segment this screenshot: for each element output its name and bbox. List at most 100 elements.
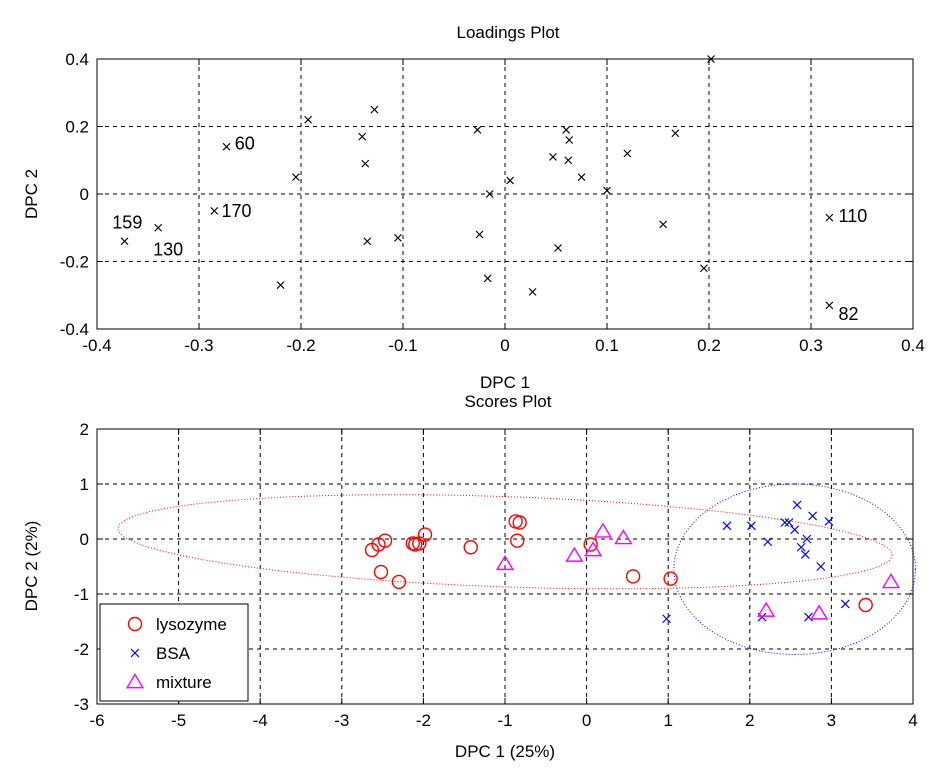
- loading-point: [393, 233, 402, 242]
- score-point-bsa: [763, 537, 773, 547]
- y-tick-label: -3: [74, 695, 89, 714]
- loading-point: [291, 173, 300, 182]
- score-point-mixture: [495, 554, 515, 571]
- loading-point: [370, 105, 379, 114]
- score-point-bsa: [790, 525, 800, 535]
- loading-point: [603, 186, 611, 195]
- loading-point: [120, 237, 129, 246]
- y-tick-label: 1: [80, 475, 89, 494]
- loading-point: [483, 274, 492, 283]
- loadings-plot: Loadings Plot -0.4 -0.3 -0.2 -0.1 0 0.1 0.2 0.3…: [22, 23, 925, 392]
- scores-axes-box: [96, 428, 914, 705]
- loading-point: [276, 281, 285, 290]
- scores-markers: [364, 500, 901, 624]
- score-point-bsa: [796, 542, 806, 552]
- score-point-bsa: [824, 516, 834, 526]
- x-tick-label: 0.1: [595, 336, 619, 355]
- legend-box: [99, 603, 249, 702]
- loading-annotation: 82: [839, 304, 859, 324]
- y-tick-label: 2: [80, 420, 89, 439]
- score-point-lysozyme: [463, 540, 478, 555]
- x-tick-label: 0.2: [697, 336, 721, 355]
- legend-label: BSA: [156, 644, 191, 663]
- loading-point: [699, 264, 708, 273]
- legend-marker-mixture: [125, 673, 145, 689]
- loading-point: [564, 156, 573, 165]
- loadings-plot-title: Loadings Plot: [456, 23, 559, 42]
- x-tick-label: -6: [89, 711, 104, 730]
- loading-point: [154, 223, 163, 232]
- loading-point: [549, 152, 557, 161]
- y-tick-label: 0: [80, 530, 89, 549]
- score-point-bsa: [808, 511, 818, 521]
- loading-point: [671, 129, 680, 138]
- loading-annotation: 60: [235, 133, 255, 153]
- score-point-lysozyme: [510, 533, 525, 548]
- loading-point: [361, 159, 370, 168]
- score-point-mixture: [614, 529, 633, 545]
- score-point-mixture: [593, 522, 613, 538]
- score-point-mixture: [565, 546, 584, 562]
- loading-point: [528, 287, 537, 296]
- x-tick-label: -0.1: [388, 336, 417, 355]
- scores-plot: Scores Plot -6 -5 -4 -3 -2 -1 0 1 2 3 4 -3 -2 -1 0 1 2 l…: [22, 392, 918, 761]
- y-tick-label: 0: [80, 185, 89, 204]
- legend-label: mixture: [156, 673, 212, 692]
- score-point-lysozyme: [512, 515, 527, 530]
- score-point-bsa: [780, 518, 790, 527]
- x-tick-label: 0: [500, 336, 509, 355]
- loading-annotation: 130: [153, 240, 183, 260]
- loading-point: [659, 220, 668, 229]
- x-tick-label: 0.3: [799, 336, 823, 355]
- x-tick-label: -4: [253, 711, 268, 730]
- x-tick-label: -0.4: [82, 336, 111, 355]
- loading-point: [554, 244, 562, 252]
- y-tick-label: -2: [74, 640, 89, 659]
- x-tick-label: -1: [497, 711, 512, 730]
- x-tick-label: -3: [334, 711, 349, 730]
- score-point-lysozyme: [417, 527, 433, 542]
- score-point-bsa: [747, 521, 756, 531]
- loading-point: [475, 230, 484, 239]
- score-point-lysozyme: [858, 597, 873, 613]
- x-tick-label: -0.2: [286, 336, 315, 355]
- score-point-mixture: [881, 573, 901, 589]
- loading-point: [358, 132, 367, 141]
- score-point-bsa: [662, 614, 671, 624]
- loadings-y-axis-label: DPC 2: [22, 169, 41, 219]
- loading-point: [825, 213, 834, 222]
- loading-point: [304, 115, 313, 124]
- loading-point: [623, 149, 632, 158]
- score-point-lysozyme: [377, 533, 393, 548]
- y-tick-label: 0.4: [65, 50, 89, 69]
- loading-point: [506, 176, 515, 185]
- loading-point: [565, 136, 574, 144]
- score-point-bsa: [840, 599, 850, 609]
- x-tick-label: 1: [663, 711, 672, 730]
- loading-point: [485, 190, 494, 198]
- score-point-lysozyme: [583, 537, 598, 552]
- loading-annotation: 110: [839, 206, 868, 226]
- legend-marker-lysozyme: [127, 616, 143, 632]
- score-point-mixture: [584, 541, 603, 557]
- score-point-bsa: [800, 549, 810, 559]
- loading-annotation: 170: [221, 201, 251, 221]
- score-point-lysozyme: [391, 574, 407, 590]
- y-tick-label: -1: [74, 585, 89, 604]
- scores-plot-title: Scores Plot: [465, 392, 552, 411]
- score-point-lysozyme: [625, 569, 641, 584]
- x-tick-label: -5: [171, 711, 186, 730]
- loadings-grid: [97, 59, 913, 329]
- y-tick-label: -0.4: [60, 320, 89, 339]
- scores-x-axis-label: DPC 1 (25%): [455, 742, 555, 761]
- loading-point: [825, 301, 834, 310]
- x-tick-label: -2: [416, 711, 431, 730]
- loadings-annotations: 159 130 60 170 110 82: [112, 133, 867, 323]
- score-point-bsa: [804, 612, 813, 622]
- loading-point: [222, 142, 231, 151]
- scores-y-axis-label: DPC 2 (2%): [22, 521, 41, 612]
- loadings-ticks: -0.4 -0.3 -0.2 -0.1 0 0.1 0.2 0.3 0.4 -0.4 -0.2 0 0.…: [60, 50, 925, 355]
- loadings-axes-box: [96, 58, 914, 330]
- x-tick-label: 0: [582, 711, 591, 730]
- loading-point: [210, 206, 219, 215]
